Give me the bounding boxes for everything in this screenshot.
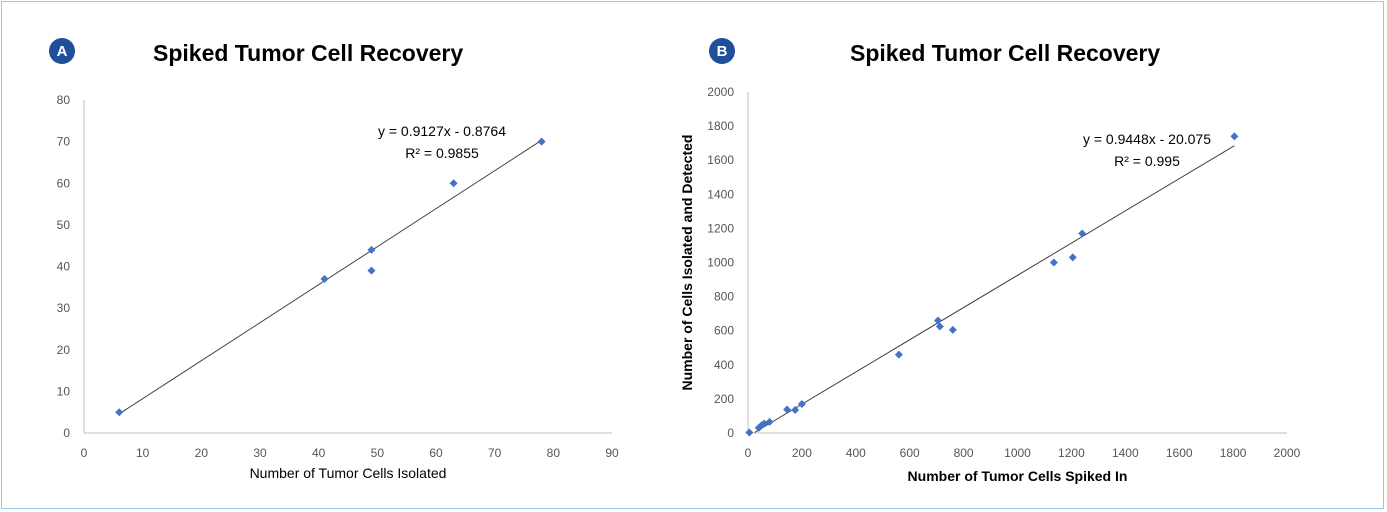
y-axis-title: Number of Cells Isolated and Detected bbox=[679, 135, 695, 391]
data-point bbox=[367, 266, 376, 275]
y-tick-label: 60 bbox=[57, 176, 71, 190]
x-tick-label: 80 bbox=[547, 446, 561, 460]
data-point bbox=[791, 405, 800, 414]
x-tick-label: 800 bbox=[954, 446, 974, 460]
trendline bbox=[754, 145, 1235, 433]
panel-b-badge: B bbox=[709, 38, 735, 64]
y-tick-label: 800 bbox=[714, 290, 734, 304]
data-point bbox=[948, 325, 957, 334]
y-tick-label: 0 bbox=[63, 426, 70, 440]
y-tick-label: 80 bbox=[57, 93, 71, 107]
panel-a-badge: A bbox=[49, 38, 75, 64]
y-tick-label: 1400 bbox=[707, 187, 734, 201]
x-tick-label: 400 bbox=[846, 446, 866, 460]
x-axis-title: Number of Tumor Cells Spiked In bbox=[908, 468, 1128, 484]
trendline-r-squared: R² = 0.995 bbox=[1114, 153, 1180, 169]
x-tick-label: 0 bbox=[745, 446, 752, 460]
y-tick-label: 400 bbox=[714, 358, 734, 372]
x-tick-label: 200 bbox=[792, 446, 812, 460]
x-tick-label: 10 bbox=[136, 446, 150, 460]
y-tick-label: 30 bbox=[57, 301, 71, 315]
data-point bbox=[1078, 229, 1087, 238]
data-point bbox=[783, 405, 792, 414]
y-tick-label: 20 bbox=[57, 343, 71, 357]
x-axis-title: Number of Tumor Cells Isolated bbox=[250, 465, 447, 481]
x-tick-label: 20 bbox=[195, 446, 209, 460]
x-tick-label: 2000 bbox=[1274, 446, 1301, 460]
x-tick-label: 1800 bbox=[1220, 446, 1247, 460]
y-tick-label: 1600 bbox=[707, 153, 734, 167]
data-point bbox=[1049, 258, 1058, 267]
y-tick-label: 40 bbox=[57, 260, 71, 274]
x-tick-label: 30 bbox=[253, 446, 267, 460]
data-point bbox=[797, 400, 806, 409]
data-point bbox=[933, 316, 942, 325]
x-tick-label: 1000 bbox=[1004, 446, 1031, 460]
x-tick-label: 600 bbox=[900, 446, 920, 460]
x-tick-label: 1600 bbox=[1166, 446, 1193, 460]
x-tick-label: 1200 bbox=[1058, 446, 1085, 460]
trendline-equation: y = 0.9127x - 0.8764 bbox=[378, 123, 506, 139]
y-tick-label: 200 bbox=[714, 392, 734, 406]
x-tick-label: 90 bbox=[605, 446, 619, 460]
y-tick-label: 1200 bbox=[707, 221, 734, 235]
panel-a-title: Spiked Tumor Cell Recovery bbox=[153, 40, 464, 66]
data-point bbox=[1230, 132, 1239, 141]
data-point bbox=[537, 137, 546, 146]
data-point bbox=[745, 428, 754, 437]
y-tick-label: 1800 bbox=[707, 119, 734, 133]
x-tick-label: 1400 bbox=[1112, 446, 1139, 460]
x-tick-label: 50 bbox=[371, 446, 385, 460]
y-tick-label: 1000 bbox=[707, 256, 734, 270]
x-tick-label: 40 bbox=[312, 446, 326, 460]
x-tick-label: 0 bbox=[81, 446, 88, 460]
data-point bbox=[765, 417, 774, 426]
y-tick-label: 70 bbox=[57, 135, 71, 149]
data-point bbox=[1068, 253, 1077, 262]
x-tick-label: 60 bbox=[429, 446, 443, 460]
data-point bbox=[894, 350, 903, 359]
data-point bbox=[935, 322, 944, 331]
y-tick-label: 600 bbox=[714, 324, 734, 338]
panel-b-title: Spiked Tumor Cell Recovery bbox=[850, 40, 1161, 66]
data-point bbox=[115, 408, 124, 417]
y-tick-label: 50 bbox=[57, 218, 71, 232]
y-tick-label: 0 bbox=[727, 426, 734, 440]
trendline bbox=[118, 139, 542, 415]
data-point bbox=[449, 179, 458, 188]
y-tick-label: 10 bbox=[57, 384, 71, 398]
data-point bbox=[320, 274, 329, 283]
y-tick-label: 2000 bbox=[707, 85, 734, 99]
data-point bbox=[367, 245, 376, 254]
trendline-equation: y = 0.9448x - 20.075 bbox=[1083, 131, 1211, 147]
trendline-r-squared: R² = 0.9855 bbox=[405, 145, 479, 161]
x-tick-label: 70 bbox=[488, 446, 502, 460]
